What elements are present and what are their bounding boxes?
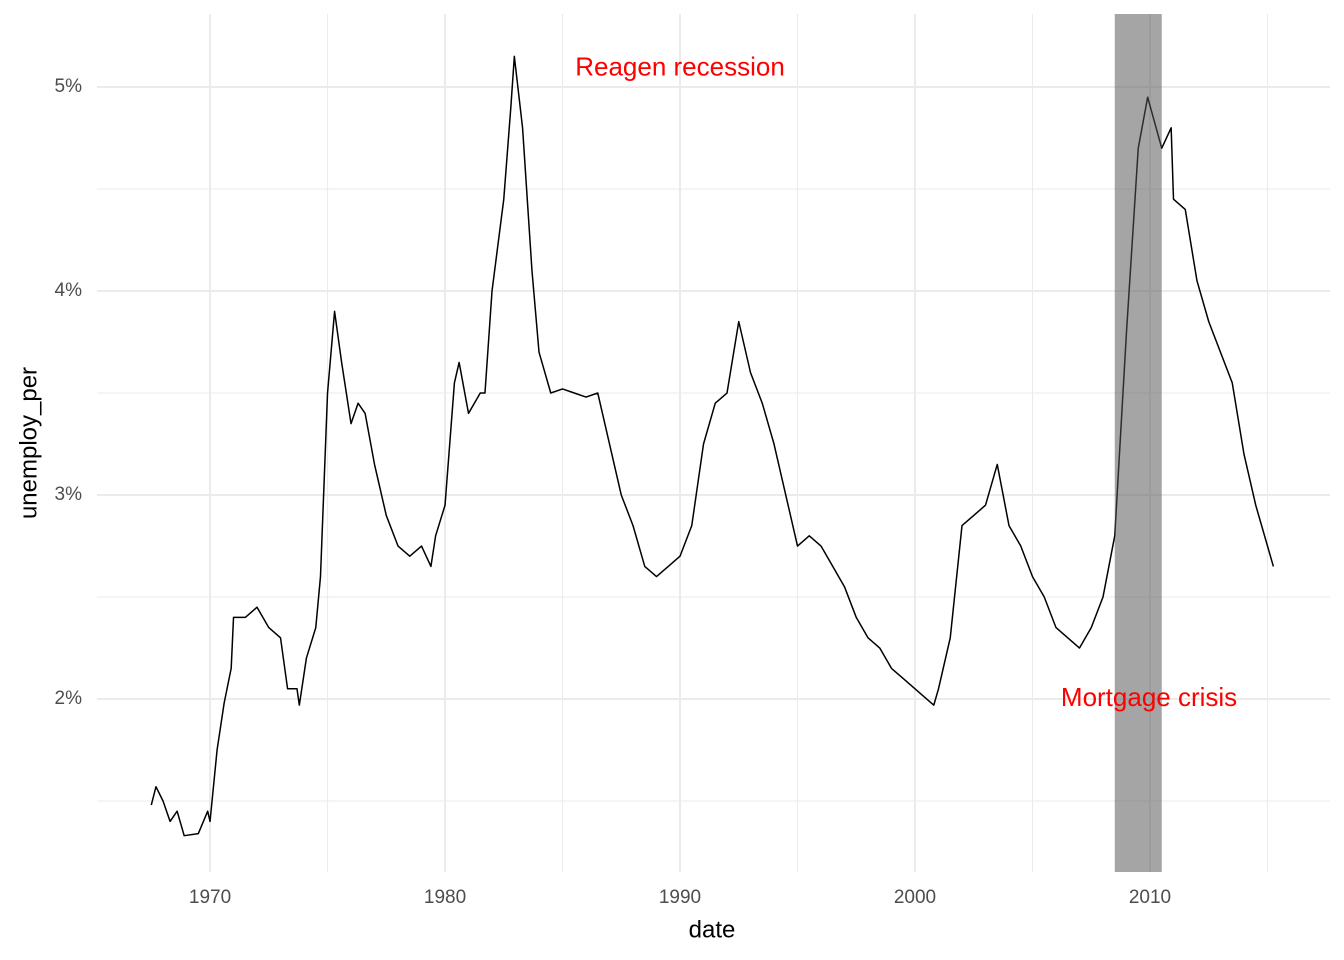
data-line [150,55,1275,837]
y-tick-label: 5% [55,76,83,97]
x-tick-label: 2000 [894,887,936,908]
y-tick-label: 3% [55,484,83,505]
x-tick-label: 1980 [424,887,466,908]
shaded-period [1114,14,1162,872]
y-axis-title: unemploy_per [15,367,42,519]
x-axis-title: date [689,916,736,943]
x-tick-label: 1970 [189,887,231,908]
annotation: Reagen recession [575,52,785,82]
annotation: Mortgage crisis [1061,682,1237,712]
y-tick-label: 4% [55,280,83,301]
x-tick-label: 2010 [1129,887,1171,908]
x-tick-label: 1990 [659,887,701,908]
y-tick-label: 2% [55,688,83,709]
